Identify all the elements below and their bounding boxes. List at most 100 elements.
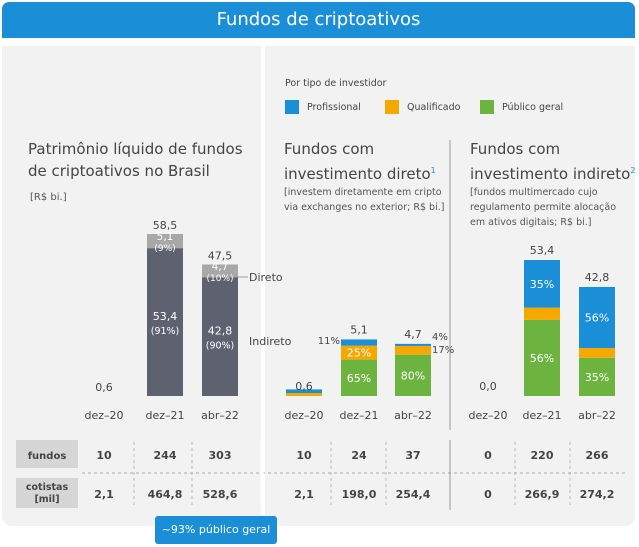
bar-pct-indireto-2: (90%) [206,341,235,352]
bar-indireto-s1-1 [524,307,560,320]
bar-indireto-1 [147,248,183,396]
bar-direto-s0-1 [341,359,377,396]
bar-label-indireto-s0-1: 56% [530,352,554,365]
pct-outside-direto-prof-2: 4% [432,332,448,343]
bar-total-indireto-0: 0,0 [479,380,497,393]
mid-heading-line1: Fundos com [284,140,375,158]
legend-label-qualificado: Qualificado [407,101,461,113]
legend-item-profissional: Profissional [285,100,361,114]
legend-item-qualificado: Qualificado [385,100,460,114]
bar-direto-s0-2 [395,354,431,396]
bar-indireto-s1-2 [579,348,615,358]
left-label-indireto: Indireto [249,335,292,348]
legend-swatch-publico-geral [480,100,494,114]
bar-indireto-s0-2 [579,357,615,396]
table-fundos-1: 244 [154,449,177,462]
right-note-line1: [fundos multimercado cujo [470,187,598,198]
x-tick-indireto-0: dez–20 [468,409,507,422]
bar-label-direto-s0-2: 80% [401,369,425,382]
table-row1-label-bg [16,440,78,468]
left-unit: [R$ bi.] [30,192,67,203]
table-cotistas-2: 528,6 [203,488,238,501]
table-cotistas-7: 266,9 [525,488,560,501]
right-heading-sup: 2 [630,166,636,175]
bar-label-indireto-s0-2: 35% [585,371,609,384]
bar-direto-s2-2 [395,343,431,346]
table-fundos-8: 266 [586,449,609,462]
table-cotistas-1: 464,8 [148,488,183,501]
footnote-badge: ~93% público geral [155,516,277,544]
x-tick-indireto-2: abr–22 [578,409,616,422]
right-note-line3: em ativos digitais; R$ bi.] [470,217,592,228]
bar-label-direto-s1-1: 25% [347,347,371,360]
table-fundos-6: 0 [484,449,492,462]
bar-total-direto-1: 5,1 [350,323,368,336]
bar-indireto-s2-2 [579,286,615,349]
bar-label-direto-s0-1: 65% [347,372,371,385]
left-heading-line1: Patrimônio líquido de fundos [28,140,243,158]
x-tick-direto-2: abr–22 [394,409,432,422]
bar-total-left-0: 0,6 [95,381,113,394]
right-heading-line2: investimento indireto [470,165,631,183]
bar-total-indireto-1: 53,4 [530,244,555,257]
legend-label-publico-geral: Público geral [502,101,564,113]
table-cotistas-8: 274,2 [580,488,615,501]
bar-indireto-2 [202,277,238,396]
bar-label-indireto-s2-2: 56% [585,312,609,325]
bar-direto-0 [86,395,122,396]
bar-direto-base-bottom-0 [286,393,322,396]
bar-indireto-s2-1 [524,260,560,308]
left-label-direto: Direto [249,271,283,284]
table-row1-label: fundos [28,451,67,462]
bar-total-left-1: 58,5 [153,219,178,232]
bar-direto-s2-1 [341,339,377,346]
left-heading: Patrimônio líquido de fundos de criptoat… [28,138,243,182]
bar-direto-base-top-0 [286,389,322,393]
mid-heading: Fundos com investimento direto1 [284,138,436,185]
table-fundos-7: 220 [531,449,554,462]
mid-heading-sup: 1 [430,166,436,175]
table-row2-label-line1: cotistas [26,482,69,493]
legend-swatch-qualificado [385,100,399,114]
pct-outside-direto-prof-1: 11% [318,336,340,347]
table-cotistas-3: 2,1 [294,488,314,501]
table-fundos-2: 303 [209,449,232,462]
x-tick-direto-0: dez–20 [284,409,323,422]
bar-label-direto-2: 4,7 [212,261,229,273]
right-heading-line1: Fundos com [470,140,561,158]
table-cotistas-5: 254,4 [396,488,431,501]
mid-heading-line2: investimento direto [284,165,431,183]
bar-direto-1 [147,234,183,249]
mid-note-line1: [investem diretamente em cripto [284,187,442,198]
pct-outside-direto-qual-2: 17% [432,345,454,356]
page-title: Fundos de criptoativos [2,2,635,38]
legend-swatch-profissional [285,100,299,114]
bar-label-indireto-s2-1: 35% [530,278,554,291]
bar-label-direto-1: 5,1 [157,231,174,243]
x-tick-direto-1: dez–21 [339,409,378,422]
table-row2-label-line2: [mil] [34,494,59,505]
bar-pct-direto-1: (9%) [154,244,175,254]
legend-item-publico-geral: Público geral [480,100,563,114]
table-cotistas-4: 198,0 [342,488,377,501]
mid-note: [investem diretamente em cripto via exch… [284,185,444,215]
x-tick-left-2: abr–22 [201,409,239,422]
bar-total-direto-2: 4,7 [404,328,422,341]
table-cotistas-6: 0 [484,488,492,501]
bar-label-indireto-2: 42,8 [208,325,233,338]
mid-note-line2: via exchanges no exterior; R$ bi.] [284,202,445,213]
right-note-line2: regulamento permite alocação [470,202,617,213]
legend-label-profissional: Profissional [307,101,361,113]
bar-total-direto-0: 0,6 [295,380,313,393]
table-cotistas-0: 2,1 [94,488,114,501]
table-fundos-4: 24 [351,449,367,462]
table-fundos-3: 10 [296,449,312,462]
x-tick-left-0: dez–20 [84,409,123,422]
bar-indireto-s0-1 [524,319,560,396]
x-tick-left-1: dez–21 [145,409,184,422]
legend-title: Por tipo de investidor [285,78,387,89]
table-row2-label-bg [16,478,78,508]
bar-total-left-2: 47,5 [208,249,233,262]
bar-pct-indireto-1: (91%) [151,326,180,337]
